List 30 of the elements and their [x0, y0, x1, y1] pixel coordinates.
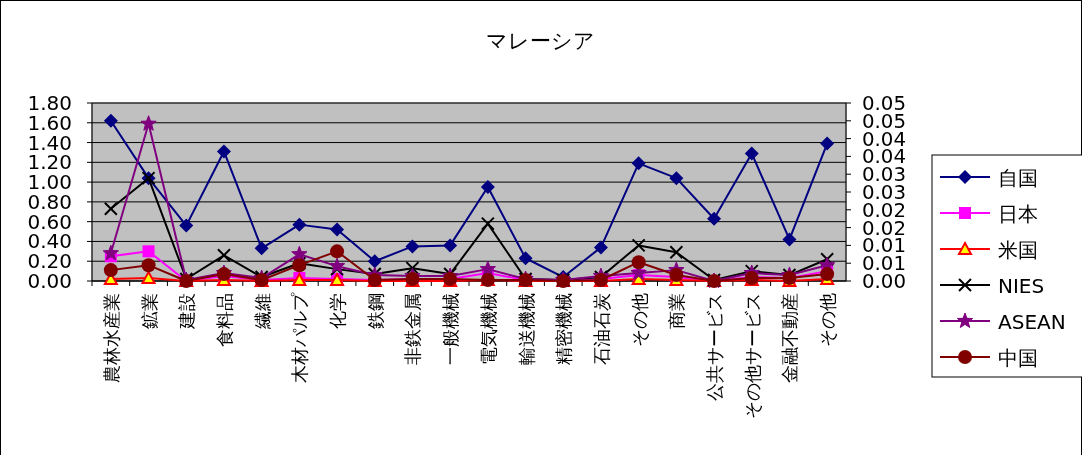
chart-title: マレーシア — [485, 29, 595, 53]
y2-tick-label: 0.03 — [862, 180, 907, 204]
legend-label: 米国 — [998, 238, 1038, 262]
x-tick-label: 木材パルプ — [289, 292, 311, 383]
x-tick-label: 輸送機械 — [515, 293, 537, 365]
x-tick-label: 農林水産業 — [100, 293, 122, 383]
x-tick-label: 公共サービス — [704, 293, 726, 401]
legend-label: 中国 — [998, 346, 1038, 370]
x-tick-label: 金融不動産 — [779, 293, 801, 383]
legend-label: NIES — [998, 274, 1045, 298]
x-tick-label: その他 — [817, 293, 839, 347]
legend-label: ASEAN — [998, 310, 1066, 334]
y2-tick-label: 0.00 — [862, 269, 907, 293]
x-tick-label: 化学 — [327, 293, 349, 329]
x-tick-label: 精密機械 — [553, 293, 575, 365]
x-tick-label: 電気機械 — [477, 293, 499, 365]
x-tick-label: 鉄鋼 — [364, 293, 386, 329]
x-tick-label: 商業 — [666, 293, 688, 329]
x-tick-label: 建設 — [176, 293, 198, 330]
legend-label: 自国 — [998, 166, 1038, 190]
x-tick-label: 鉱業 — [138, 293, 160, 329]
x-tick-label: 非鉄金属 — [402, 293, 424, 365]
x-tick-label: 繊維 — [251, 293, 273, 330]
x-tick-label: その他 — [628, 293, 650, 347]
x-tick-label: 一般機械 — [440, 293, 462, 365]
x-tick-label: その他サービス — [741, 293, 763, 419]
legend-label: 日本 — [998, 202, 1038, 226]
x-tick-label: 石油石炭 — [590, 293, 612, 365]
y2-tick-label: 0.05 — [862, 91, 907, 115]
x-tick-label: 食料品 — [213, 293, 235, 347]
